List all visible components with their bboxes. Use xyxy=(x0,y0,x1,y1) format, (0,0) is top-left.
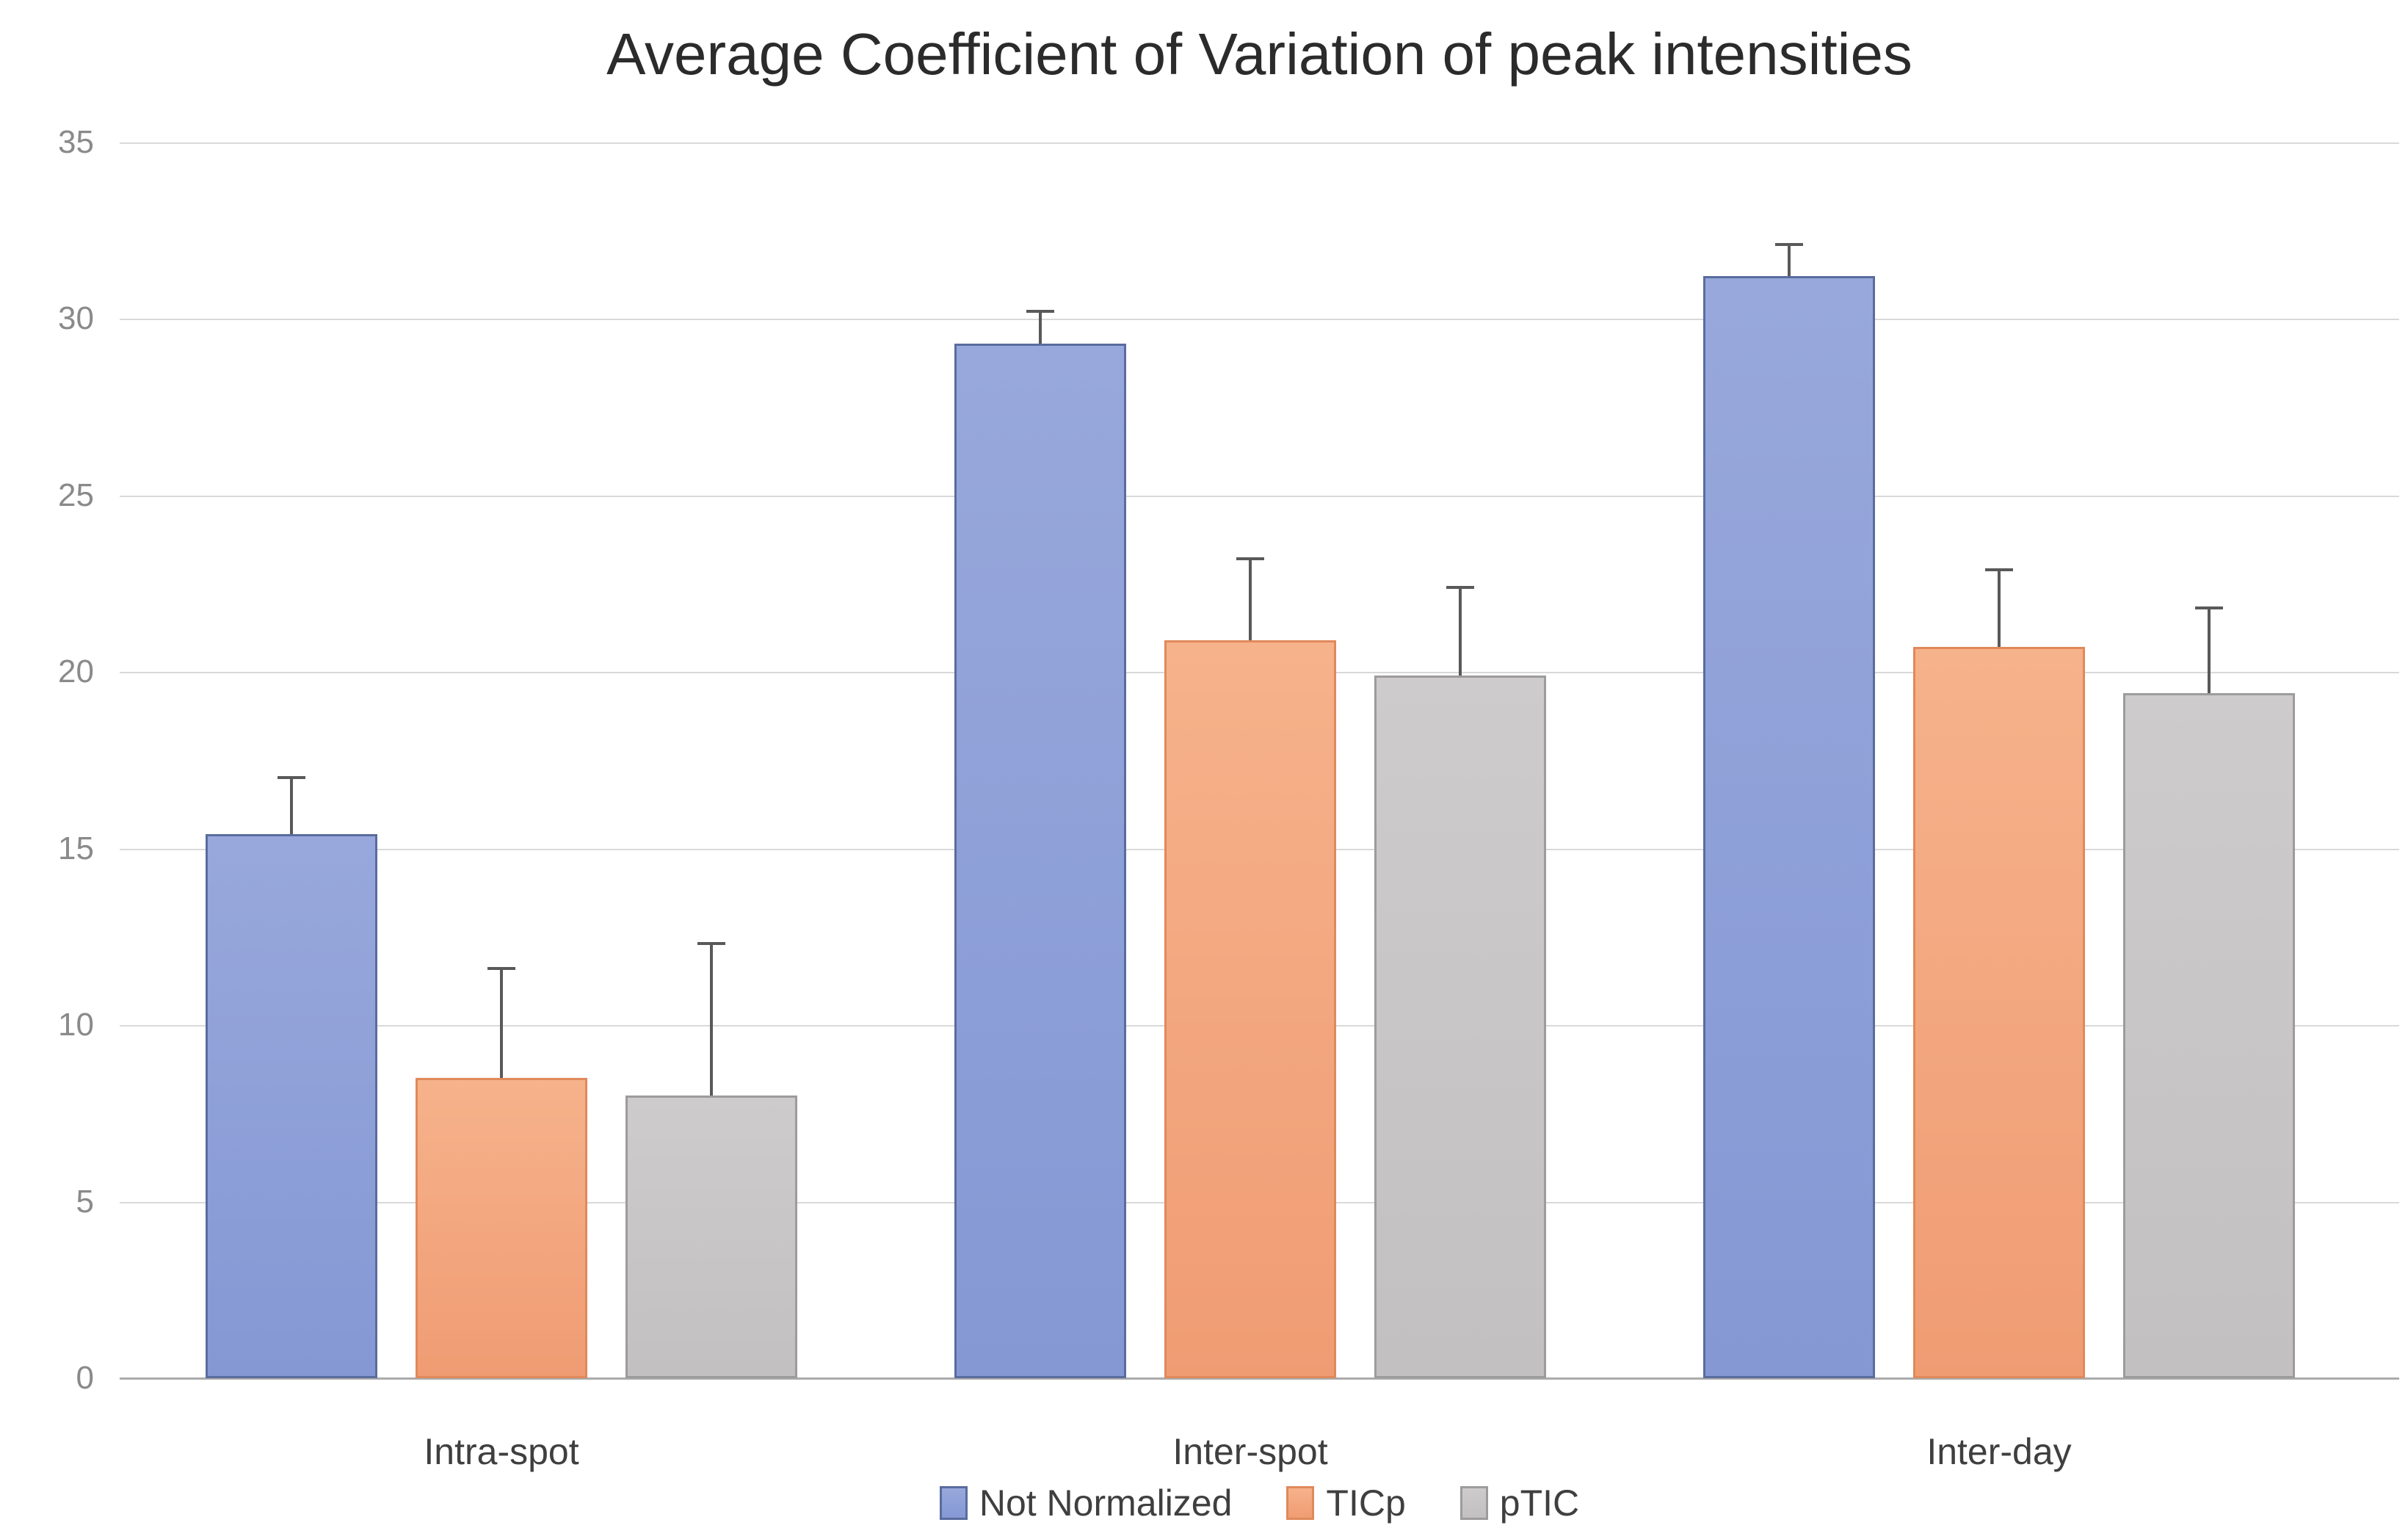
bar-ticp-inter-day xyxy=(1913,647,2085,1378)
legend-item-ticp: TICp xyxy=(1286,1482,1406,1524)
legend-label-not-normalized: Not Normalized xyxy=(979,1482,1233,1524)
bar-ptic-intra-spot xyxy=(625,1096,797,1378)
bar-ptic-inter-day xyxy=(2123,692,2295,1378)
error-bar-cap xyxy=(1026,310,1054,314)
y-tick-label: 35 xyxy=(58,123,94,160)
y-tick-label: 30 xyxy=(58,300,94,336)
error-bar-cap xyxy=(278,776,305,780)
y-tick-label: 5 xyxy=(76,1183,94,1220)
error-bar-ptic-inter-day xyxy=(2208,608,2211,693)
error-bar-ptic-inter-spot xyxy=(1459,587,1462,676)
error-bar-not-normalized-inter-spot xyxy=(1039,311,1042,344)
legend: Not Normalized TICp pTIC xyxy=(120,1482,2399,1524)
chart-title: Average Coefficient of Variation of peak… xyxy=(606,21,1912,87)
y-tick-label: 10 xyxy=(58,1007,94,1043)
legend-label-ptic: pTIC xyxy=(1499,1482,1580,1524)
x-category-label-inter-day: Inter-day xyxy=(1926,1431,2072,1472)
y-tick-label: 20 xyxy=(58,653,94,689)
error-bar-cap xyxy=(1236,557,1264,561)
error-bar-cap xyxy=(487,967,515,971)
bar-ptic-inter-spot xyxy=(1374,675,1546,1378)
bar-ticp-inter-spot xyxy=(1164,640,1336,1378)
gridline xyxy=(120,319,2399,320)
error-bar-not-normalized-intra-spot xyxy=(290,778,293,835)
error-bar-ticp-inter-day xyxy=(1998,569,2001,648)
bar-not-normalized-inter-day xyxy=(1703,276,1875,1378)
x-category-label-inter-spot: Inter-spot xyxy=(1172,1431,1328,1472)
gridline xyxy=(120,495,2399,497)
legend-item-ptic: pTIC xyxy=(1459,1482,1580,1524)
y-tick-label: 0 xyxy=(76,1360,94,1396)
error-bar-cap xyxy=(697,942,725,946)
error-bar-ptic-intra-spot xyxy=(710,944,713,1096)
bar-not-normalized-intra-spot xyxy=(206,834,377,1378)
legend-label-ticp: TICp xyxy=(1326,1482,1406,1524)
bar-not-normalized-inter-spot xyxy=(954,343,1126,1378)
x-axis-line xyxy=(120,1377,2399,1380)
error-bar-ticp-inter-spot xyxy=(1249,559,1252,640)
legend-item-not-normalized: Not Normalized xyxy=(939,1482,1233,1524)
bar-ticp-intra-spot xyxy=(416,1078,587,1378)
legend-swatch-ticp xyxy=(1286,1486,1315,1520)
error-bar-cap xyxy=(1446,585,1474,589)
y-tick-label: 25 xyxy=(58,477,94,513)
gridline xyxy=(120,142,2399,144)
error-bar-not-normalized-inter-day xyxy=(1788,244,1791,277)
error-bar-cap xyxy=(1775,242,1803,246)
error-bar-cap xyxy=(1985,568,2013,571)
legend-swatch-ptic xyxy=(1459,1486,1488,1520)
error-bar-cap xyxy=(2195,606,2223,610)
x-category-label-intra-spot: Intra-spot xyxy=(424,1431,579,1472)
error-bar-ticp-intra-spot xyxy=(500,968,503,1079)
y-tick-label: 15 xyxy=(58,830,94,866)
legend-swatch-not-normalized xyxy=(939,1486,968,1520)
